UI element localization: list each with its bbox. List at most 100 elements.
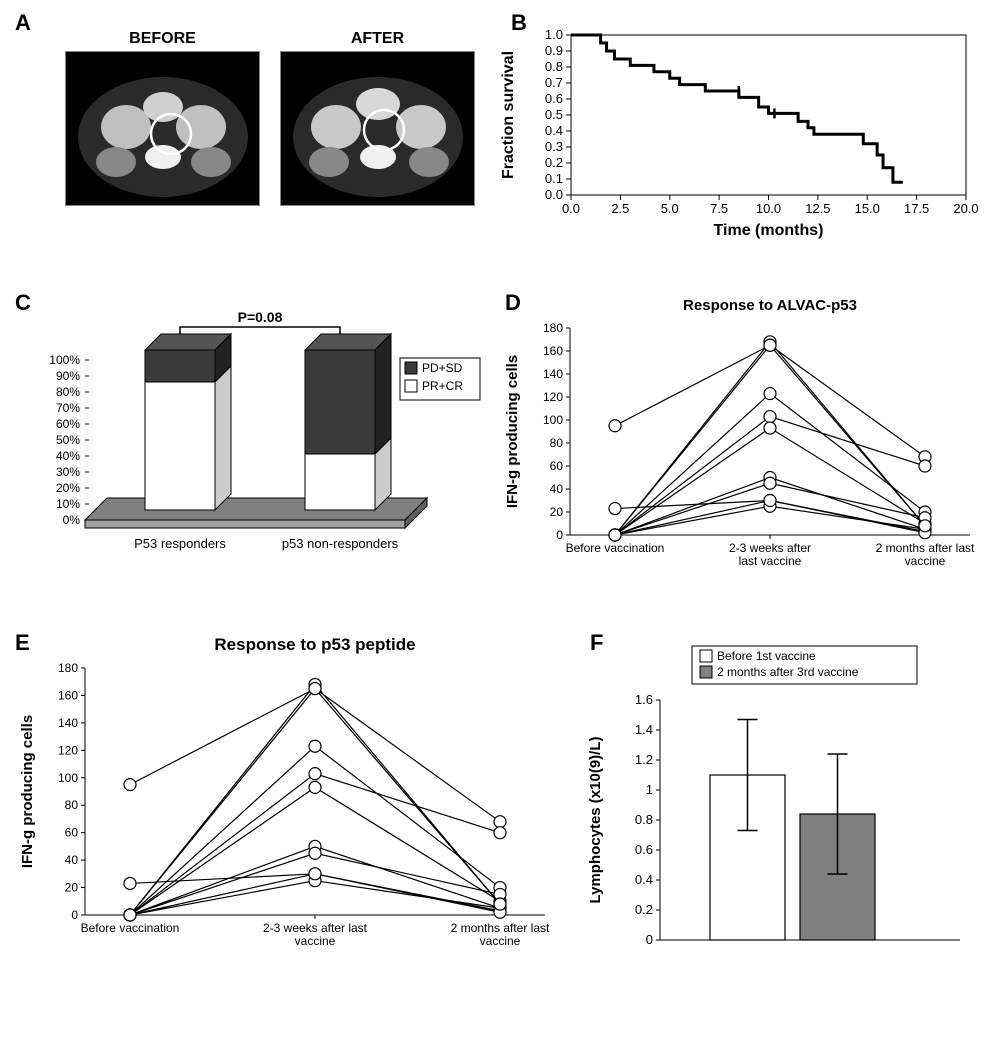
svg-text:100: 100 xyxy=(543,413,563,427)
svg-text:1: 1 xyxy=(646,782,653,797)
svg-text:0.2: 0.2 xyxy=(545,155,563,170)
svg-text:0: 0 xyxy=(556,528,563,542)
svg-text:IFN-g producing cells: IFN-g producing cells xyxy=(504,355,521,508)
panel-d: D Response to ALVAC-p53 0 20 40 60 80 100 120 14… xyxy=(495,290,985,590)
svg-text:P=0.08: P=0.08 xyxy=(238,309,283,325)
svg-text:10%: 10% xyxy=(56,497,80,511)
panel-b: B 0.02.55.07.510.012.515.017.520.00.00.1… xyxy=(491,10,981,240)
svg-text:17.5: 17.5 xyxy=(904,201,929,216)
svg-text:60: 60 xyxy=(550,459,564,473)
svg-text:100%: 100% xyxy=(49,353,80,367)
svg-text:PD+SD: PD+SD xyxy=(422,361,463,375)
bar-chart-f: Before 1st vaccine 2 months after 3rd vac… xyxy=(560,630,980,970)
km-chart: 0.02.55.07.510.012.515.017.520.00.00.10.… xyxy=(491,10,981,240)
svg-text:2 months after last: 2 months after last xyxy=(876,541,975,555)
panel-a: A BEFORE AFTER xyxy=(10,10,491,240)
svg-text:Response to ALVAC-p53: Response to ALVAC-p53 xyxy=(683,297,857,314)
svg-text:2 months after 3rd vaccine: 2 months after 3rd vaccine xyxy=(717,665,859,679)
svg-text:2-3 weeks after last: 2-3 weeks after last xyxy=(263,921,368,935)
svg-text:Before 1st vaccine: Before 1st vaccine xyxy=(717,649,816,663)
svg-text:0.4: 0.4 xyxy=(545,123,563,138)
svg-text:60%: 60% xyxy=(56,417,80,431)
panel-f: F Before 1st vaccine 2 months after 3rd v… xyxy=(560,630,980,970)
svg-text:20: 20 xyxy=(550,505,564,519)
svg-text:vaccine: vaccine xyxy=(295,934,336,948)
svg-text:40: 40 xyxy=(550,482,564,496)
svg-text:30%: 30% xyxy=(56,465,80,479)
svg-text:2.5: 2.5 xyxy=(611,201,629,216)
svg-text:1.4: 1.4 xyxy=(635,722,653,737)
stacked-bar-3d: P=0.080%10%20%30%40%50%60%70%80%90%100%P… xyxy=(10,290,495,590)
svg-text:80: 80 xyxy=(65,798,79,812)
svg-text:60: 60 xyxy=(65,826,79,840)
svg-text:0.6: 0.6 xyxy=(635,842,653,857)
svg-text:40: 40 xyxy=(65,853,79,867)
svg-text:120: 120 xyxy=(58,743,78,757)
panel-b-label: B xyxy=(511,10,527,36)
panel-e-label: E xyxy=(15,630,30,656)
svg-text:1.0: 1.0 xyxy=(545,27,563,42)
svg-text:12.5: 12.5 xyxy=(805,201,830,216)
ct-scan-after xyxy=(280,51,475,206)
svg-text:0.8: 0.8 xyxy=(545,59,563,74)
svg-text:0%: 0% xyxy=(63,513,81,527)
svg-text:vaccine: vaccine xyxy=(905,554,946,568)
svg-text:2 months after last: 2 months after last xyxy=(451,921,550,935)
svg-text:50%: 50% xyxy=(56,433,80,447)
svg-text:0.0: 0.0 xyxy=(562,201,580,216)
svg-text:Before vaccination: Before vaccination xyxy=(566,541,665,555)
svg-text:0.9: 0.9 xyxy=(545,43,563,58)
panel-c: C P=0.080%10%20%30%40%50%60%70%80%90%100… xyxy=(10,290,495,590)
svg-text:160: 160 xyxy=(58,688,78,702)
svg-text:0: 0 xyxy=(646,932,653,947)
svg-text:140: 140 xyxy=(58,716,78,730)
svg-text:15.0: 15.0 xyxy=(855,201,880,216)
svg-text:0: 0 xyxy=(71,908,78,922)
svg-text:0.2: 0.2 xyxy=(635,902,653,917)
svg-text:5.0: 5.0 xyxy=(661,201,679,216)
svg-text:Lymphocytes (x10(9)/L): Lymphocytes (x10(9)/L) xyxy=(587,737,604,904)
row-3: E Response to p53 peptide 0 20 40 60 80 100 120… xyxy=(10,630,981,970)
svg-text:70%: 70% xyxy=(56,401,80,415)
svg-text:Response to p53 peptide: Response to p53 peptide xyxy=(214,635,415,654)
svg-text:180: 180 xyxy=(543,321,563,335)
svg-text:80: 80 xyxy=(550,436,564,450)
svg-text:1.6: 1.6 xyxy=(635,692,653,707)
svg-text:1.2: 1.2 xyxy=(635,752,653,767)
scan-before-container: BEFORE xyxy=(65,30,260,206)
svg-text:100: 100 xyxy=(58,771,78,785)
svg-text:160: 160 xyxy=(543,344,563,358)
svg-text:0.1: 0.1 xyxy=(545,171,563,186)
svg-text:vaccine: vaccine xyxy=(480,934,521,948)
svg-text:20%: 20% xyxy=(56,481,80,495)
svg-text:IFN-g producing cells: IFN-g producing cells xyxy=(19,715,36,868)
line-chart-d: Response to ALVAC-p53 0 20 40 60 80 100 120 140 1… xyxy=(495,290,985,590)
svg-text:0.0: 0.0 xyxy=(545,187,563,202)
svg-text:7.5: 7.5 xyxy=(710,201,728,216)
svg-text:80%: 80% xyxy=(56,385,80,399)
panel-d-label: D xyxy=(505,290,521,316)
panel-c-label: C xyxy=(15,290,31,316)
svg-text:Fraction survival: Fraction survival xyxy=(500,51,517,179)
svg-text:140: 140 xyxy=(543,367,563,381)
svg-text:PR+CR: PR+CR xyxy=(422,379,463,393)
svg-text:last vaccine: last vaccine xyxy=(739,554,802,568)
ct-scan-before xyxy=(65,51,260,206)
panel-e: E Response to p53 peptide 0 20 40 60 80 100 120… xyxy=(10,630,560,970)
svg-text:20: 20 xyxy=(65,881,79,895)
row-1: A BEFORE AFTER xyxy=(10,10,981,240)
svg-text:0.6: 0.6 xyxy=(545,91,563,106)
scan-before-label: BEFORE xyxy=(65,30,260,48)
svg-text:180: 180 xyxy=(58,661,78,675)
panel-a-label: A xyxy=(15,10,31,36)
figure-container: A BEFORE AFTER xyxy=(0,0,991,980)
panel-f-label: F xyxy=(590,630,603,656)
svg-text:p53 non-responders: p53 non-responders xyxy=(282,536,399,551)
svg-text:2-3 weeks after: 2-3 weeks after xyxy=(729,541,811,555)
svg-text:0.7: 0.7 xyxy=(545,75,563,90)
svg-text:P53 responders: P53 responders xyxy=(134,536,226,551)
svg-text:90%: 90% xyxy=(56,369,80,383)
row-2: C P=0.080%10%20%30%40%50%60%70%80%90%100… xyxy=(10,290,981,590)
svg-text:120: 120 xyxy=(543,390,563,404)
svg-text:20.0: 20.0 xyxy=(953,201,978,216)
